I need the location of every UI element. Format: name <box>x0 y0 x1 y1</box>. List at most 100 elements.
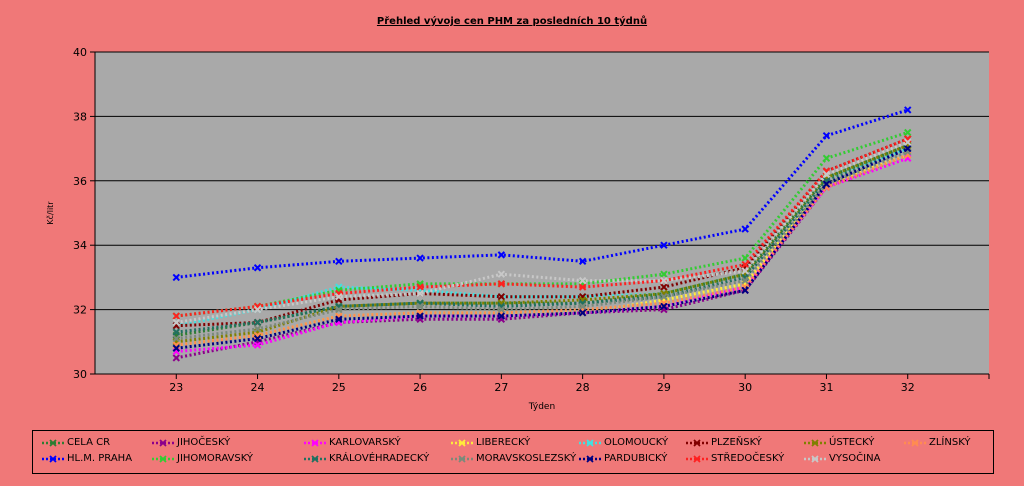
legend-label: PLZEŇSKÝ <box>711 437 762 448</box>
legend-swatch <box>804 455 826 463</box>
data-point <box>416 312 424 320</box>
legend-swatch <box>152 439 174 447</box>
data-point <box>904 128 912 137</box>
chart-title: Přehled vývoje cen PHM za posledních 10 … <box>377 14 647 27</box>
y-axis-label: Kč/litr <box>45 201 55 225</box>
data-point <box>335 315 343 323</box>
legend-label: JIHOMORAVSKÝ <box>177 453 254 464</box>
data-point <box>497 280 506 288</box>
data-point <box>335 257 343 266</box>
data-point <box>253 341 262 349</box>
legend-swatch <box>451 439 473 447</box>
series-line <box>176 140 909 324</box>
data-point <box>741 286 749 294</box>
series-lines <box>172 106 912 362</box>
data-point <box>578 257 587 266</box>
series-line <box>176 143 909 344</box>
data-point <box>741 267 749 275</box>
data-point <box>660 241 668 249</box>
x-tick-label: 24 <box>251 381 265 394</box>
series-hl-m-praha <box>172 106 912 282</box>
series-line <box>176 137 909 328</box>
x-tick-label: 26 <box>413 381 427 394</box>
data-point <box>172 344 180 352</box>
data-point <box>822 132 831 140</box>
data-point <box>741 260 749 269</box>
legend-label: VYSOČINA <box>829 453 881 464</box>
data-point <box>172 273 180 282</box>
legend-label: HL.M. PRAHA <box>67 453 133 464</box>
legend-label: JIHOČESKÝ <box>177 437 231 448</box>
data-point <box>497 293 506 301</box>
x-tick-label: 31 <box>819 381 833 394</box>
data-point <box>253 264 262 272</box>
legend-swatch <box>904 439 926 447</box>
legend-swatch <box>42 455 64 463</box>
legend-swatch <box>579 439 601 447</box>
data-point <box>416 289 424 298</box>
y-tick-label: 36 <box>73 175 87 188</box>
plot-area <box>95 52 989 374</box>
data-point <box>741 225 749 233</box>
data-point <box>253 334 262 343</box>
data-point <box>578 283 587 291</box>
data-point <box>497 270 506 278</box>
data-point <box>172 328 180 336</box>
y-tick-label: 40 <box>73 46 87 59</box>
legend-label: STŘEDOČESKÝ <box>711 453 785 464</box>
data-point <box>335 293 343 301</box>
data-point <box>578 276 587 285</box>
data-point <box>253 325 262 333</box>
legend-swatch <box>304 455 326 463</box>
data-point <box>822 170 831 179</box>
series-line <box>175 153 909 360</box>
data-point <box>822 154 831 162</box>
data-point <box>660 270 668 278</box>
legend-label: ÚSTECKÝ <box>829 437 875 448</box>
data-point <box>253 318 262 327</box>
data-point <box>578 309 587 317</box>
data-point <box>172 318 180 327</box>
data-point <box>497 312 506 320</box>
x-axis-label: Týden <box>528 402 555 412</box>
legend-label: MORAVSKOSLEZSKÝ <box>476 453 577 464</box>
data-point <box>904 138 912 146</box>
data-point <box>497 305 506 314</box>
data-point <box>660 302 668 311</box>
legend-label: KARLOVARSKÝ <box>329 437 401 448</box>
y-tick-label: 34 <box>73 239 87 252</box>
x-tick-label: 27 <box>494 381 508 394</box>
x-tick-label: 32 <box>901 381 915 394</box>
data-point <box>416 302 424 311</box>
legend-swatch <box>451 455 473 463</box>
axes: 30 32 34 36 38 40 23 24 25 26 27 28 29 30 31 32 <box>73 46 990 394</box>
data-point <box>660 283 668 291</box>
legend-swatch <box>579 455 601 463</box>
data-point <box>497 251 506 259</box>
x-tick-label: 28 <box>576 381 590 394</box>
legend-label: PARDUBICKÝ <box>604 453 668 464</box>
x-tick-label: 25 <box>332 381 346 394</box>
legend: CELA CR JIHOČESKÝ KARLOVARSKÝ LIBERECKÝ OLOM… <box>32 430 994 474</box>
x-tick-label: 29 <box>657 381 671 394</box>
legend-swatch <box>42 439 64 447</box>
legend-swatch <box>686 439 708 447</box>
y-tick-label: 38 <box>73 110 87 123</box>
x-tick-label: 30 <box>738 381 752 394</box>
legend-label: CELA CR <box>67 437 111 448</box>
y-tick-label: 32 <box>73 304 87 317</box>
legend-label: OLOMOUCKÝ <box>604 437 669 448</box>
legend-label: LIBERECKÝ <box>476 437 531 448</box>
series-pardubicky <box>172 144 912 352</box>
legend-swatch <box>152 455 174 463</box>
data-point <box>172 354 180 362</box>
series-line <box>176 108 909 279</box>
data-point <box>741 276 749 285</box>
legend-swatch <box>304 439 326 447</box>
series-line <box>176 137 909 318</box>
series-line <box>176 131 909 318</box>
data-point <box>578 302 587 311</box>
legend-swatch <box>686 455 708 463</box>
y-tick-label: 30 <box>73 368 87 381</box>
